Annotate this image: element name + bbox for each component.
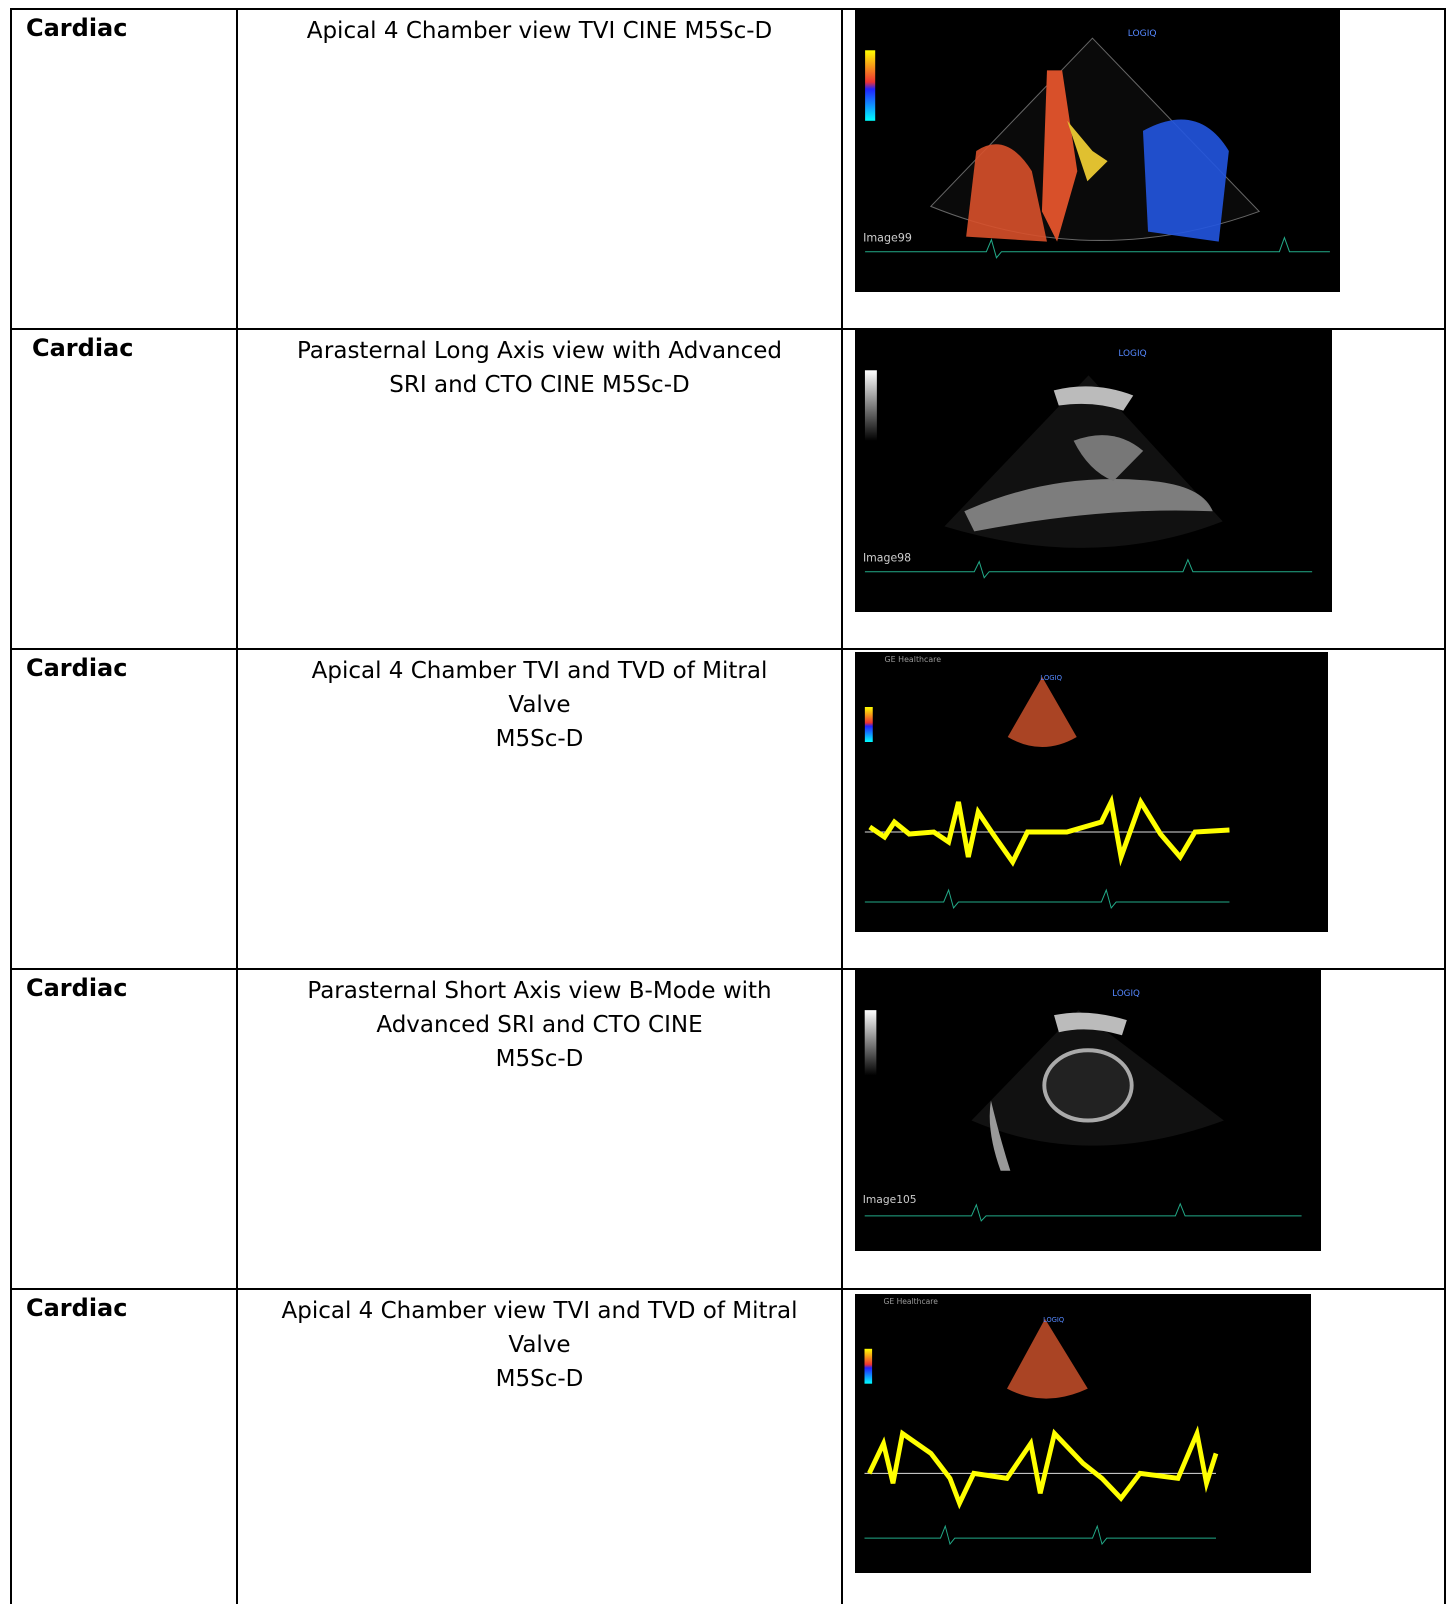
category: Cardiac [12,650,238,968]
description: Parasternal Long Axis view with Advanced… [238,330,843,648]
ultrasound-image: LOGIQ GE Healthcare [855,652,1328,932]
table-row: Cardiac Parasternal Long Axis view with … [10,328,1446,648]
description: Apical 4 Chamber view TVI and TVD of Mit… [238,1290,843,1604]
category: Cardiac [12,970,238,1288]
description-line: M5Sc-D [495,1366,584,1392]
brand: LOGIQ [1118,349,1146,359]
description-line: Apical 4 Chamber view TVI and TVD of Mit… [281,1298,798,1324]
ultrasound-image: LOGIQ Image98 [855,330,1332,612]
table-row: Cardiac Apical 4 Chamber TVI and TVD of … [10,648,1446,968]
description-line: Parasternal Long Axis view with Advanced [296,338,783,364]
description-line: Valve [508,692,571,718]
brand: LOGIQ [1112,989,1140,999]
description: Parasternal Short Axis view B-Mode with A… [238,970,843,1288]
image-label: GE Healthcare [885,655,942,664]
image-label: GE Healthcare [884,1297,939,1306]
ultrasound-image: LOGIQ GE Healthcare [855,1294,1311,1573]
category: Cardiac [12,330,238,648]
image-cell: LOGIQ GE Healthcare [843,1290,1446,1604]
brand: LOGIQ [1040,674,1062,682]
description: Apical 4 Chamber TVI and TVD of Mitral Va… [238,650,843,968]
image-cell: LOGIQ Image98 [843,330,1446,648]
description-line: M5Sc-D [495,1046,584,1072]
description-line: Apical 4 Chamber TVI and TVD of Mitral [311,658,768,684]
image-cell: LOGIQ GE Healthcare [843,650,1446,968]
ultrasound-image: LOGIQ Image99 [855,10,1340,292]
description: Apical 4 Chamber view TVI CINE M5Sc-D [238,10,843,328]
description-line: M5Sc-D [495,726,584,752]
image-label: Image105 [863,1193,917,1206]
image-label: Image99 [863,232,912,245]
table-row: Cardiac Parasternal Short Axis view B-Mo… [10,968,1446,1288]
ultrasound-image: LOGIQ Image105 [855,970,1321,1251]
category: Cardiac [12,10,238,328]
image-label: Image98 [863,552,911,565]
category: Cardiac [12,1290,238,1604]
table-row: Cardiac Apical 4 Chamber view TVI and TV… [10,1288,1446,1604]
description-line: Valve [508,1332,571,1358]
description-line: Parasternal Short Axis view B-Mode with [307,978,772,1004]
description-line: Advanced SRI and CTO CINE [376,1012,703,1038]
description-line: SRI and CTO CINE M5Sc-D [389,372,690,398]
brand: LOGIQ [1043,1316,1064,1324]
table-row: Cardiac Apical 4 Chamber view TVI CINE M… [10,8,1446,328]
image-cell: LOGIQ Image99 [843,10,1446,328]
description-line: Apical 4 Chamber view TVI CINE M5Sc-D [306,18,773,44]
image-cell: LOGIQ Image105 [843,970,1446,1288]
brand: LOGIQ [1128,29,1157,39]
